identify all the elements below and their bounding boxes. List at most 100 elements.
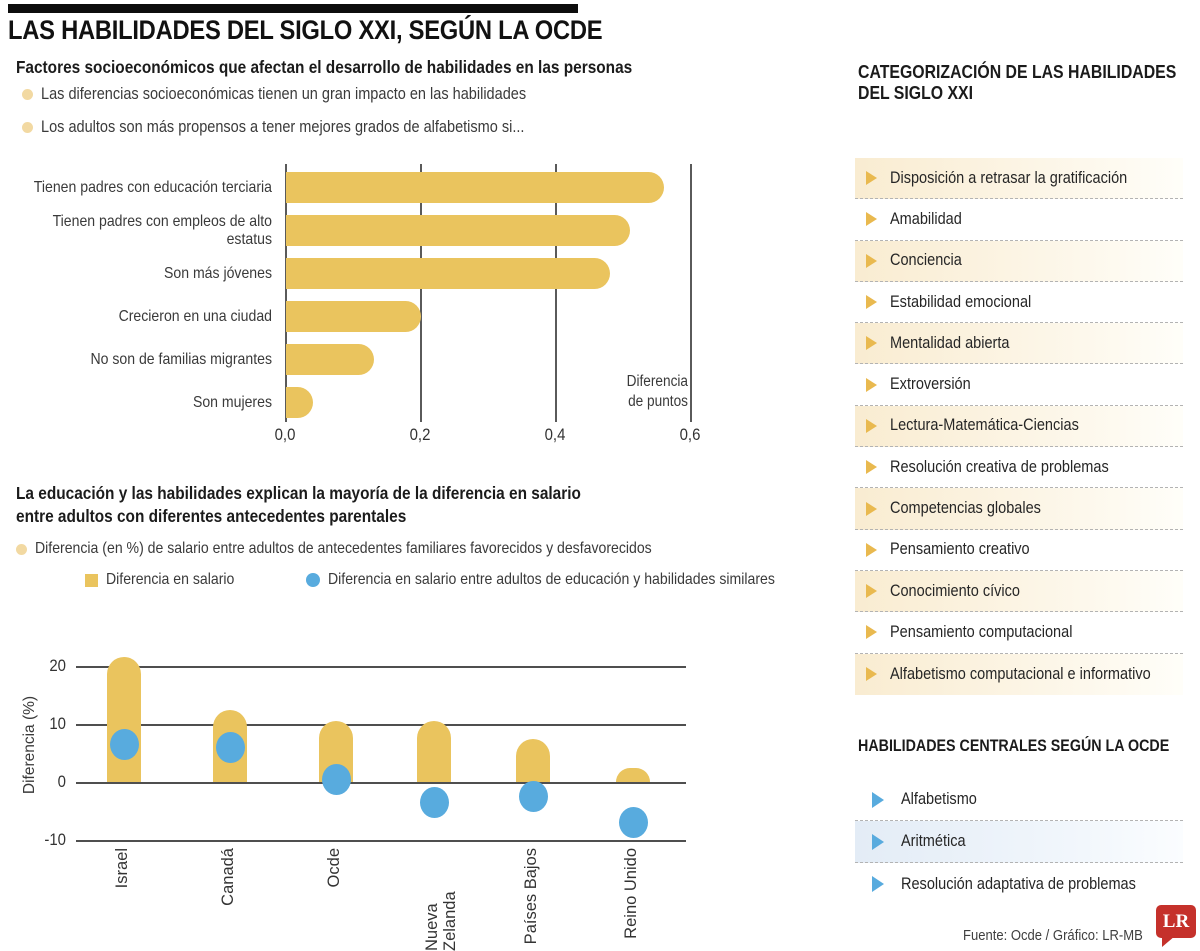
- source-credit: Fuente: Ocde / Gráfico: LR-MB: [963, 928, 1143, 944]
- page-title-text: LAS HABILIDADES DEL SIGLO XXI, SEGÚN LA …: [8, 15, 603, 45]
- chart1-gridline: [690, 164, 692, 422]
- sidebar-heading-line1: CATEGORIZACIÓN DE LAS HABILIDADES: [858, 62, 1177, 82]
- chart2-tick-label: 0: [57, 772, 66, 791]
- skill-category-item: Pensamiento computacional: [855, 612, 1183, 654]
- socioeconomic-factors-chart: Diferencia de puntos 0,0 0,2 0,4 0,6 Tienen …: [0, 162, 740, 462]
- chart1-bar: [286, 301, 421, 332]
- chart2-category-label: Reino Unido: [622, 848, 640, 939]
- title-top-rule: [8, 4, 578, 13]
- blue-dot-swatch-icon: [305, 573, 320, 587]
- chart2-category-label: Canadá: [219, 848, 237, 906]
- central-skill-item: Aritmética: [855, 821, 1183, 863]
- triangle-bullet-icon: [866, 212, 877, 227]
- skill-category-label: Amabilidad: [890, 209, 962, 228]
- chart1-bar: [286, 172, 664, 203]
- bullet-dot-icon: [22, 122, 33, 133]
- page-title: LAS HABILIDADES DEL SIGLO XXI, SEGÚN LA …: [8, 15, 683, 46]
- chart1-bar: [286, 344, 374, 375]
- section1-bullet-1: Las diferencias socioeconómicas tienen u…: [22, 85, 592, 104]
- sidebar-heading: CATEGORIZACIÓN DE LAS HABILIDADES DEL SI…: [858, 62, 1200, 104]
- skill-category-item: Conciencia: [855, 240, 1183, 282]
- section2-heading-line2: entre adultos con diferentes antecedente…: [16, 506, 407, 527]
- salary-diff-bar: [616, 767, 650, 782]
- chart2-category-label: Países Bajos: [522, 848, 540, 945]
- chart1-tick-label: 0,4: [544, 425, 566, 444]
- skill-category-item: Disposición a retrasar la gratificación: [855, 158, 1183, 200]
- chart1-category-label: Son mujeres: [192, 393, 272, 411]
- chart2-category-label: Nueva Zelanda: [423, 891, 460, 951]
- triangle-bullet-icon: [866, 542, 877, 557]
- skill-category-item: Resolución creativa de problemas: [855, 447, 1183, 489]
- lr-logo-tail: [1162, 936, 1175, 947]
- section2-heading: La educación y las habilidades explican …: [16, 482, 658, 528]
- chart1-bar: [286, 258, 610, 289]
- chart1-gridline: [285, 164, 287, 422]
- skills-category-list: Disposición a retrasar la gratificación A…: [855, 158, 1183, 695]
- bullet-dot-icon: [22, 89, 33, 100]
- skill-category-item: Conocimiento cívico: [855, 570, 1183, 613]
- chart1-gridline: [555, 164, 557, 422]
- skill-category-item: Pensamiento creativo: [855, 530, 1183, 571]
- legend-item-similar-skills-label: Diferencia en salario entre adultos de e…: [327, 571, 775, 588]
- lr-logo: LR: [1156, 905, 1196, 947]
- section1-heading-text: Factores socioeconómicos que afectan el …: [16, 57, 633, 77]
- chart1-category-label: Tienen padres con empleos de alto estatu…: [52, 212, 272, 248]
- skill-category-label: Conciencia: [890, 251, 962, 270]
- skill-category-label: Mentalidad abierta: [890, 333, 1010, 352]
- triangle-bullet-icon: [866, 171, 877, 186]
- similar-skills-dot: [109, 728, 139, 760]
- chart1-category-label: Son más jóvenes: [163, 264, 272, 282]
- salary-chart-legend: Diferencia en salario Diferencia en sala…: [85, 571, 836, 589]
- triangle-bullet-icon: [872, 833, 884, 850]
- triangle-bullet-icon: [866, 501, 877, 516]
- chart2-gridline: [76, 724, 686, 726]
- triangle-bullet-icon: [866, 253, 877, 268]
- chart2-gridline: [76, 782, 686, 784]
- skill-category-label: Competencias globales: [890, 499, 1041, 518]
- central-skills-list: Alfabetismo Aritmética Resolución adaptati…: [855, 779, 1183, 905]
- triangle-bullet-icon: [872, 791, 884, 808]
- central-skills-heading: HABILIDADES CENTRALES SEGÚN LA OCDE: [858, 736, 1200, 756]
- triangle-bullet-icon: [872, 876, 884, 892]
- skill-category-item: Mentalidad abierta: [855, 323, 1183, 365]
- chart2-category-label: Ocde: [325, 848, 343, 888]
- similar-skills-dot: [321, 763, 351, 795]
- chart1-bar: [286, 387, 313, 418]
- chart1-x-axis-title-line1: Diferencia: [626, 373, 688, 390]
- central-skill-label: Aritmética: [901, 832, 966, 850]
- legend-item-salary-label: Diferencia en salario: [106, 571, 235, 588]
- triangle-bullet-icon: [866, 295, 877, 310]
- chart1-category-label: No son de familias migrantes: [90, 350, 272, 368]
- salary-diff-bar: [516, 738, 550, 782]
- triangle-bullet-icon: [866, 418, 877, 433]
- salary-diff-bar: [417, 721, 451, 782]
- chart1-category-label: Tienen padres con educación terciaria: [33, 178, 272, 196]
- triangle-bullet-icon: [866, 625, 877, 640]
- central-skill-label: Resolución adaptativa de problemas: [901, 874, 1136, 893]
- skill-category-item: Competencias globales: [855, 488, 1183, 530]
- skill-category-item: Lectura-Matemática-Ciencias: [855, 405, 1183, 448]
- chart1-tick-label: 0,2: [409, 425, 431, 444]
- chart2-tick-label: 10: [49, 714, 66, 733]
- chart1-category-label: Crecieron en una ciudad: [118, 307, 272, 325]
- yellow-bar-swatch-icon: [85, 573, 98, 587]
- similar-skills-dot: [518, 781, 548, 812]
- central-skill-item: Resolución adaptativa de problemas: [855, 863, 1183, 905]
- chart1-x-axis-title: Diferencia de puntos: [540, 372, 688, 412]
- skill-category-item: Estabilidad emocional: [855, 282, 1183, 324]
- section2-heading-line1: La educación y las habilidades explican …: [16, 483, 581, 503]
- skill-category-label: Extroversión: [890, 375, 971, 394]
- legend-item-salary: Diferencia en salario: [85, 571, 252, 589]
- lr-logo-text: LR: [1162, 910, 1190, 932]
- triangle-bullet-icon: [866, 377, 877, 392]
- bullet-dot-icon: [16, 543, 27, 555]
- triangle-bullet-icon: [866, 667, 877, 682]
- chart1-tick-label: 0,0: [274, 425, 296, 444]
- skill-category-item: Alfabetismo computacional e informativo: [855, 653, 1183, 695]
- chart1-bar: [286, 215, 631, 246]
- central-skill-label: Alfabetismo: [901, 790, 977, 808]
- section2-lead-bullet: Diferencia (en %) de salario entre adult…: [16, 540, 736, 558]
- similar-skills-dot: [215, 731, 245, 763]
- skill-category-item: Amabilidad: [855, 199, 1183, 241]
- section2-lead-text: Diferencia (en %) de salario entre adult…: [35, 540, 652, 557]
